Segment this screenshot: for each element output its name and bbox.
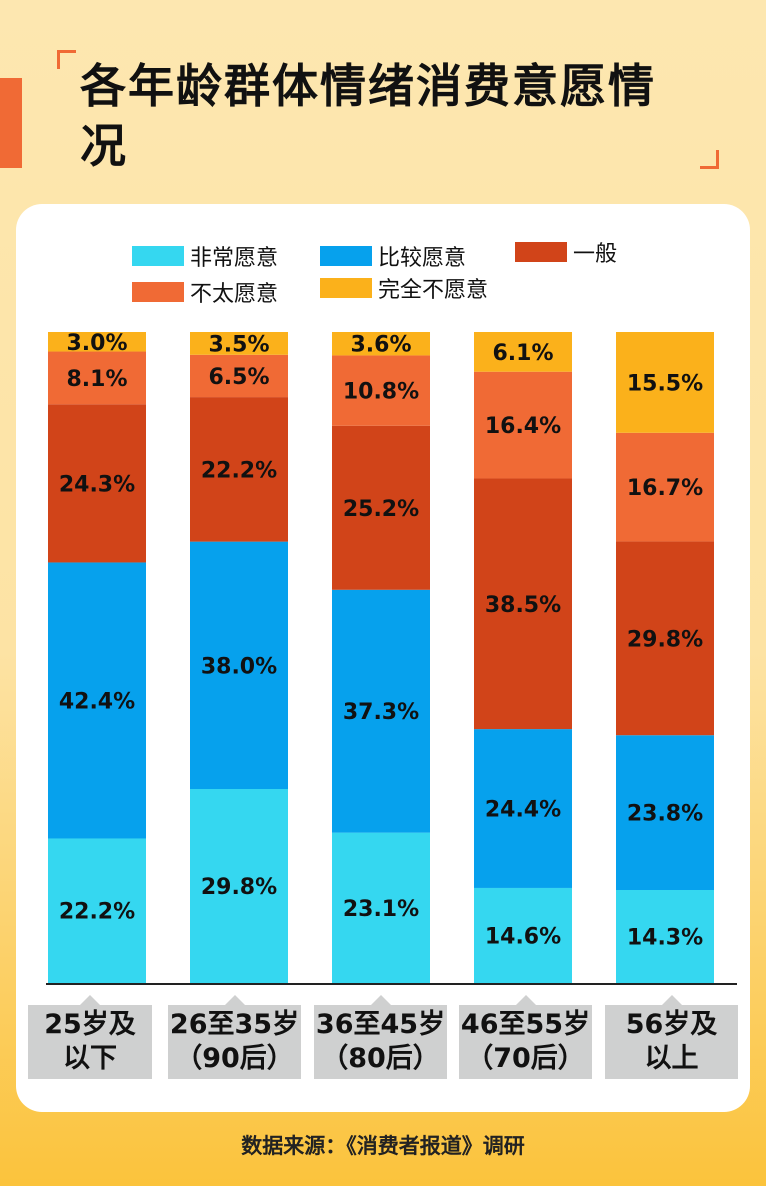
legend-swatch (320, 246, 372, 266)
category-line: （80后） (321, 1043, 440, 1074)
bar-value-label: 23.8% (627, 802, 703, 827)
bar-segment (474, 887, 572, 983)
bar-value-label: 6.5% (208, 365, 269, 390)
category-line: （70后） (466, 1043, 585, 1074)
bar-value-label: 24.3% (59, 472, 135, 497)
category-line: 26至35岁 (169, 1009, 300, 1040)
category-label-25-and-under: 25岁及 以下 (28, 995, 152, 1079)
bar-segment (616, 432, 714, 542)
legend-label: 非常愿意 (190, 246, 279, 271)
legend-label: 比较愿意 (378, 246, 467, 271)
legend-item-fairly-willing: 比较愿意 (320, 240, 466, 272)
title-bracket-bottom-right (700, 150, 719, 169)
chart-title: 各年龄群体情绪消费意愿情况 (80, 59, 656, 173)
category-line: （90后） (175, 1043, 294, 1074)
bar-segment (332, 355, 430, 426)
bar-segment (474, 371, 572, 479)
bar-value-label: 14.6% (485, 924, 561, 949)
bar-segment (190, 332, 288, 355)
category-label-36-45: 36至45岁 （80后） (314, 995, 447, 1079)
bar-value-label: 16.4% (485, 414, 561, 439)
category-line: 46至55岁 (460, 1009, 591, 1040)
legend-label: 完全不愿意 (378, 278, 489, 303)
legend-swatch (132, 246, 184, 266)
bar-segment (332, 425, 430, 590)
bar-segment (616, 735, 714, 890)
category-line: 36至45岁 (315, 1009, 446, 1040)
legend-label: 不太愿意 (190, 282, 279, 307)
bar-segment (48, 332, 146, 352)
category-label-56-and-over: 56岁及 以上 (605, 995, 738, 1079)
legend-swatch (515, 242, 567, 262)
legend-swatch (320, 278, 372, 298)
bar-segment (48, 404, 146, 563)
legend-item-not-very-willing: 不太愿意 (132, 276, 278, 308)
legend-label: 一般 (573, 242, 618, 267)
bar-value-label: 8.1% (66, 367, 127, 392)
bar-value-label: 10.8% (343, 380, 419, 405)
bar-segment (190, 789, 288, 983)
category-label-46-55: 46至55岁 （70后） (459, 995, 592, 1079)
bar-value-label: 38.0% (201, 654, 277, 679)
title-bracket-top-left (57, 50, 76, 69)
category-line: 25岁及 (44, 1009, 136, 1040)
bar-segment (190, 354, 288, 398)
bar-value-label: 3.0% (66, 331, 127, 356)
bar-value-label: 42.4% (59, 689, 135, 714)
legend-item-neutral: 一般 (515, 236, 617, 268)
legend-item-very-willing: 非常愿意 (132, 240, 278, 272)
data-source: 数据来源：《消费者报道》调研 (241, 1134, 525, 1158)
bar-segment (332, 589, 430, 833)
legend: 非常愿意 比较愿意 一般 不太愿意 完全不愿意 (0, 0, 766, 310)
bar-segment (616, 332, 714, 433)
bar-segment (190, 541, 288, 790)
bar-segment (48, 562, 146, 839)
bar-value-label: 29.8% (627, 627, 703, 652)
bar-value-label: 6.1% (492, 341, 553, 366)
bar-segment (474, 332, 572, 372)
accent-bar (0, 78, 22, 168)
bar-value-label: 24.4% (485, 798, 561, 823)
bar-segment (616, 890, 714, 983)
bar-value-label: 37.3% (343, 700, 419, 725)
bar-segment (190, 397, 288, 542)
bar-value-label: 3.6% (350, 333, 411, 358)
bar-value-label: 14.3% (627, 926, 703, 951)
bar-segment (474, 478, 572, 730)
category-label-26-35: 26至35岁 （90后） (168, 995, 301, 1079)
bar-value-label: 22.2% (201, 458, 277, 483)
bar-value-label: 22.2% (59, 900, 135, 925)
legend-swatch (132, 282, 184, 302)
legend-item-not-willing: 完全不愿意 (320, 272, 488, 304)
category-line: 56岁及 (625, 1009, 718, 1040)
bar-segment (474, 729, 572, 888)
bar-segment (332, 332, 430, 356)
bar-segment (616, 541, 714, 736)
bar-value-label: 25.2% (343, 497, 419, 522)
bar-value-label: 23.1% (343, 897, 419, 922)
bar-value-label: 38.5% (485, 593, 561, 618)
bar-segment (48, 838, 146, 983)
bar-value-label: 3.5% (208, 332, 269, 357)
bar-value-label: 16.7% (627, 476, 703, 501)
bar-segment (48, 351, 146, 405)
category-line: 以上 (644, 1043, 699, 1074)
bar-segment (332, 832, 430, 983)
category-line: 以下 (63, 1043, 117, 1074)
bar-value-label: 15.5% (627, 371, 703, 396)
bar-value-label: 29.8% (201, 875, 277, 900)
